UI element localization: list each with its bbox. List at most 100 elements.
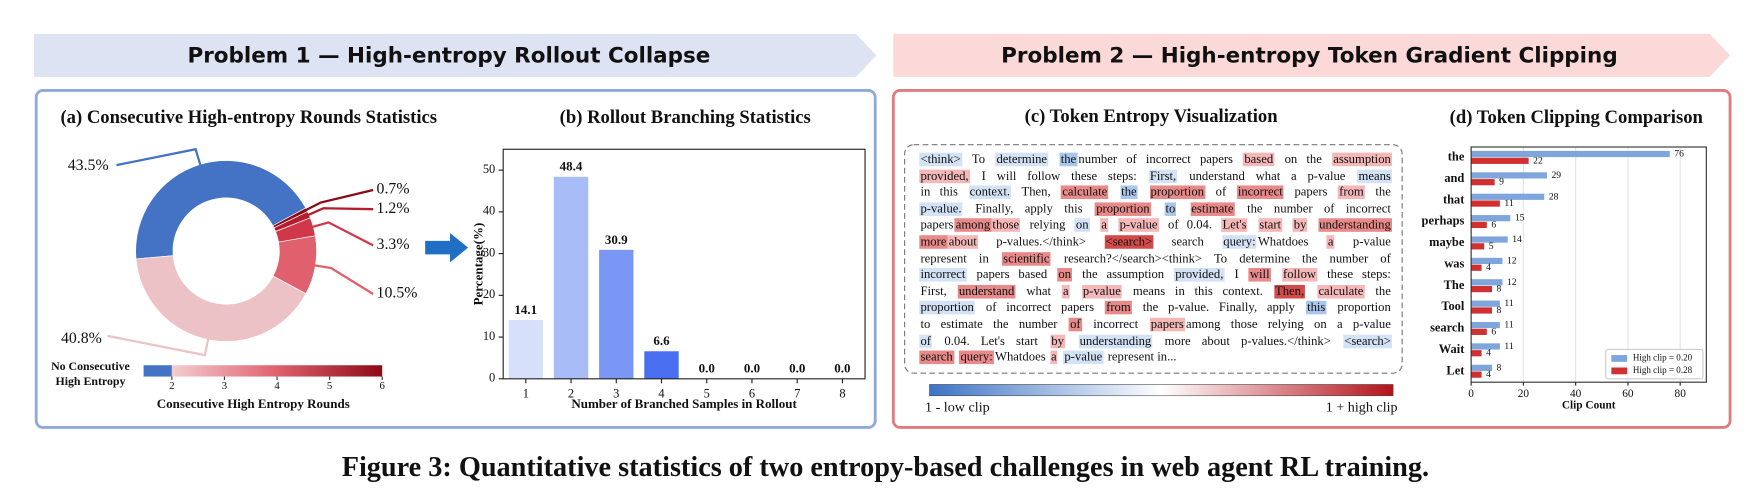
bar (1471, 285, 1493, 293)
token-text-run: the assumption (1073, 268, 1174, 282)
token-line: to estimate the number of incorrect pape… (919, 317, 1392, 334)
token-text-run: in this (920, 185, 968, 200)
token-text-run: of incorrect papers (976, 301, 1104, 315)
x-tick-label: 6 (749, 386, 755, 400)
leader-line (306, 207, 374, 217)
token-line: search query: Whatdoes a p-value represen… (919, 350, 1392, 367)
y-tick-label: The (1444, 278, 1465, 292)
token-text-run: among those relying on a p-value (1186, 317, 1391, 332)
y-tick-label: that (1443, 192, 1465, 206)
token-line: represent in scientific research?</searc… (919, 251, 1392, 268)
colorbar (929, 384, 1394, 397)
value-label: 0.0 (744, 361, 760, 376)
token-text-run (1271, 268, 1282, 282)
token-text-run: papers (1285, 185, 1337, 200)
value-label: 43.5% (68, 157, 109, 174)
token-text-run (1248, 219, 1258, 233)
value-label: 0.7% (377, 181, 410, 198)
bar (1471, 371, 1482, 378)
panel-frame (891, 89, 1732, 429)
token-highlight: to (1164, 202, 1177, 216)
token-highlight: the (1059, 152, 1078, 167)
value-label: 8 (1497, 362, 1502, 373)
y-tick-label: search (1430, 321, 1464, 335)
x-tick-label: 0 (1468, 388, 1474, 400)
token-highlight: understanding (1318, 218, 1392, 233)
value-label: 15 (1515, 213, 1525, 224)
token-line: proportion of incorrect papers from the … (919, 300, 1392, 317)
value-label: 12 (1507, 277, 1517, 288)
chart-title: (a) Consecutive High-entropy Rounds Stat… (60, 107, 437, 128)
value-label: 14.1 (514, 302, 537, 317)
bar (1471, 328, 1487, 335)
colorbar (171, 365, 383, 377)
token-highlight: p-value (1118, 218, 1159, 233)
token-text-run: papers (920, 218, 954, 233)
token-highlight: provided, (1174, 268, 1225, 282)
colorbar-high-label: 1 + high clip (1326, 399, 1398, 415)
x-tick-label: 8 (839, 386, 845, 400)
colorbar-first (143, 365, 172, 377)
bar (1471, 193, 1545, 200)
token-text-run (1070, 285, 1082, 299)
legend-swatch (1611, 367, 1628, 375)
token-highlight: provided, (919, 169, 970, 183)
value-label: 5 (1489, 241, 1494, 252)
token-highlight: incorrect (1236, 185, 1284, 200)
token-text-run: number of incorrect papers (1078, 152, 1243, 167)
x-tick-label: 7 (794, 386, 800, 400)
token-highlight: First, (1148, 169, 1178, 183)
token-text-run: more about p-values.</think> (1153, 334, 1342, 348)
token-text-run: the (1365, 284, 1391, 299)
bar (644, 351, 679, 379)
token-highlight: means (1357, 169, 1392, 183)
token-line: incorrect papers based on the assumption… (919, 267, 1392, 284)
y-tick-label: Wait (1439, 342, 1465, 356)
token-text-run (1048, 153, 1059, 167)
x-tick-label: 60 (1622, 388, 1634, 400)
token-text-run: First, (920, 284, 957, 299)
banner (33, 33, 877, 77)
x-axis-label: Clip Count (1562, 400, 1616, 412)
bar (1471, 179, 1495, 186)
token-highlight: <think> (919, 152, 962, 167)
arrow (425, 232, 469, 263)
token-highlight: calculate (1061, 185, 1109, 200)
token-line: papers among those relying on a p-value of… (919, 218, 1392, 235)
token-text-run: relying (1021, 218, 1074, 233)
token-frame (904, 144, 1403, 374)
plot-frame (502, 148, 866, 380)
token-highlight: estimate (1190, 202, 1235, 216)
colorbar-tick-label: 4 (274, 380, 280, 392)
token-text-run: understand what a p-value (1178, 169, 1357, 183)
plot-frame (1470, 146, 1707, 383)
value-label: 0.0 (699, 361, 715, 376)
legend-label: High clip = 0.20 (1633, 353, 1693, 363)
token-highlight: scientific (1002, 251, 1051, 266)
value-label: 6.6 (653, 333, 670, 348)
chart-title: (b) Rollout Branching Statistics (560, 107, 811, 128)
token-text-run: Whatdoes (1257, 235, 1326, 249)
y-tick-label: perhaps (1422, 214, 1465, 228)
colorbar-label: Consecutive High Entropy Rounds (157, 396, 350, 411)
token-highlight: those (991, 218, 1021, 233)
y-tick-label: 30 (483, 245, 495, 259)
token-text-run: these steps: (1318, 268, 1391, 282)
value-label: 30.9 (605, 232, 628, 247)
token-highlight: from (1338, 185, 1365, 200)
token-text-run: of (1206, 185, 1236, 200)
token-text-run (1282, 219, 1292, 233)
token-highlight: understanding (1078, 334, 1153, 348)
value-label: 12 (1507, 255, 1517, 266)
legend-label: High clip = 0.28 (1633, 365, 1693, 375)
token-text-run (1305, 285, 1317, 299)
token-highlight: based (1243, 152, 1275, 167)
bar (1471, 172, 1547, 179)
token-highlight: determine (995, 152, 1049, 167)
token-line: First, understand what a p-value means i… (919, 284, 1392, 301)
bar (1471, 257, 1503, 265)
token-highlight: query: (1222, 235, 1257, 249)
token-text-run: papers based (967, 268, 1057, 282)
